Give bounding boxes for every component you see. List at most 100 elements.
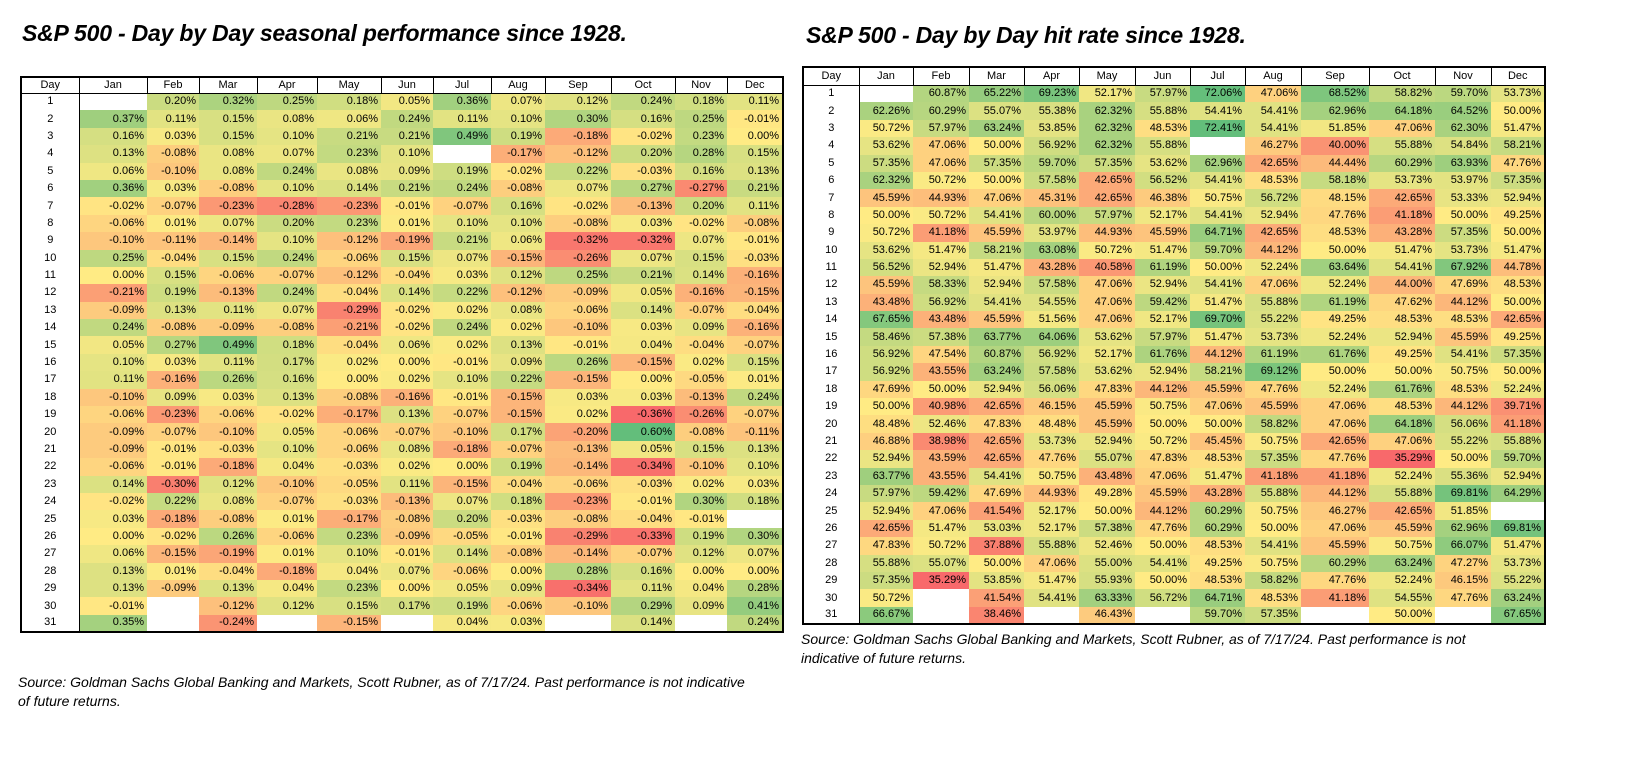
heatmap-cell: 42.65% (969, 398, 1024, 416)
heatmap-cell: -0.12% (317, 232, 381, 250)
month-header-jan: Jan (79, 77, 148, 94)
heatmap-cell: 0.14% (317, 179, 381, 198)
heatmap-cell: 42.65% (1301, 432, 1369, 451)
heatmap-cell (433, 145, 491, 163)
heatmap-cell: -0.01% (147, 458, 199, 476)
day-label: 21 (21, 440, 80, 459)
heatmap-cell: -0.08% (491, 179, 545, 198)
heatmap-cell: 0.23% (317, 579, 381, 598)
day-label: 3 (21, 127, 80, 146)
heatmap-cell: 47.76% (1301, 571, 1369, 590)
heatmap-cell: 47.06% (1024, 554, 1079, 572)
heatmap-cell: 47.83% (1135, 450, 1190, 468)
table-row: 7 45.59% 44.93% 47.06% 45.31% 42.65% 46.38% 50.… (803, 189, 1545, 207)
heatmap-cell: 0.19% (433, 162, 491, 180)
heatmap-cell: 46.43% (1079, 606, 1135, 625)
heatmap-cell: 45.59% (859, 276, 913, 294)
heatmap-cell: -0.18% (199, 458, 257, 476)
heatmap-cell: 0.13% (79, 145, 147, 163)
heatmap-cell: 64.06% (1024, 328, 1079, 346)
table-row: 21 -0.09% -0.01% -0.03% 0.10% -0.06% 0.08% -0.1… (21, 440, 783, 459)
month-header-feb: Feb (147, 77, 200, 94)
heatmap-cell: 0.01% (147, 214, 199, 233)
month-header-mar: Mar (199, 77, 258, 94)
heatmap-cell: 52.17% (1024, 519, 1079, 538)
heatmap-cell: 64.29% (1491, 484, 1545, 503)
heatmap-cell: -0.03% (317, 492, 381, 511)
heatmap-cell: 47.06% (1301, 415, 1369, 433)
heatmap-cell: 52.94% (1245, 206, 1301, 225)
table-row: 28 55.88% 55.07% 50.00% 47.06% 55.00% 54.41% 49… (803, 554, 1545, 572)
heatmap-cell: 0.24% (79, 319, 147, 337)
heatmap-cell: 0.18% (491, 492, 545, 511)
heatmap-cell: -0.23% (317, 197, 381, 215)
heatmap-cell (147, 597, 199, 615)
heatmap-cell: 50.72% (859, 119, 913, 138)
heatmap-cell: 57.35% (859, 154, 913, 172)
table-row: 26 0.00% -0.02% 0.26% -0.06% 0.23% -0.09% -0.05… (21, 527, 783, 546)
heatmap-cell: 51.47% (1369, 241, 1435, 259)
heatmap-cell: -0.05% (317, 475, 381, 493)
heatmap-cell: 0.11% (727, 197, 783, 215)
heatmap-cell: 69.70% (1190, 311, 1245, 329)
heatmap-cell: 62.32% (1079, 119, 1135, 138)
heatmap-cell: -0.02% (79, 197, 147, 215)
heatmap-cell: 57.35% (1245, 606, 1301, 625)
heatmap-cell: 54.41% (1245, 537, 1301, 555)
heatmap-cell: 54.41% (1190, 276, 1245, 294)
day-label: 1 (803, 85, 860, 103)
heatmap-cell: -0.15% (147, 545, 199, 563)
heatmap-cell: 53.62% (859, 137, 913, 155)
heatmap-cell: 0.32% (199, 93, 257, 111)
heatmap-cell: 42.65% (859, 519, 913, 538)
heatmap-cell: 50.00% (1245, 519, 1301, 538)
heatmap-cell: -0.32% (545, 232, 611, 250)
heatmap-cell: 0.10% (727, 458, 783, 476)
heatmap-cell: 64.18% (1369, 415, 1435, 433)
heatmap-cell: 52.94% (913, 258, 969, 277)
heatmap-cell: 0.00% (381, 353, 433, 372)
heatmap-cell (913, 589, 969, 607)
heatmap-cell: 52.94% (1491, 189, 1545, 207)
heatmap-cell: 63.64% (1301, 258, 1369, 277)
heatmap-cell: 50.00% (1301, 363, 1369, 381)
month-header-jul: Jul (433, 77, 492, 94)
table-row: 30 50.72% 41.54% 54.41% 63.33% 56.72% 64.71% 48… (803, 589, 1545, 607)
heatmap-cell: 48.53% (1135, 119, 1190, 138)
heatmap-cell: -0.15% (491, 249, 545, 267)
heatmap-cell: 0.01% (381, 214, 433, 233)
heatmap-cell: 50.72% (859, 224, 913, 242)
day-label: 30 (803, 589, 860, 607)
heatmap-cell: 53.62% (1079, 363, 1135, 381)
heatmap-cell: 0.24% (381, 110, 433, 128)
table-row: 15 58.46% 57.38% 63.77% 64.06% 53.62% 57.97% 51… (803, 328, 1545, 346)
heatmap-cell: 0.00% (433, 458, 491, 476)
heatmap-cell: 0.21% (727, 179, 783, 198)
day-label: 24 (21, 492, 80, 511)
heatmap-cell: -0.04% (199, 562, 257, 580)
month-header-nov: Nov (1435, 67, 1492, 86)
heatmap-cell: 0.05% (433, 579, 491, 598)
heatmap-cell: 45.59% (1369, 519, 1435, 538)
table-row: 10 53.62% 51.47% 58.21% 63.08% 50.72% 51.47% 59… (803, 241, 1545, 259)
heatmap-cell: 59.70% (1491, 450, 1545, 468)
heatmap-cell: 44.93% (913, 189, 969, 207)
heatmap-cell: -0.20% (545, 423, 611, 441)
heatmap-cell: 57.58% (1024, 171, 1079, 190)
heatmap-cell: 42.65% (1245, 154, 1301, 172)
performance-title: S&P 500 - Day by Day seasonal performanc… (22, 20, 627, 46)
heatmap-cell: 41.18% (913, 224, 969, 242)
heatmap-cell: 47.83% (969, 415, 1024, 433)
heatmap-cell: 69.81% (1491, 519, 1545, 538)
heatmap-cell: 0.15% (727, 353, 783, 372)
heatmap-cell: 50.00% (1491, 363, 1545, 381)
heatmap-cell: 43.28% (1190, 484, 1245, 503)
heatmap-cell: 0.08% (317, 162, 381, 180)
heatmap-cell: 56.06% (1435, 415, 1491, 433)
table-row: 18 47.69% 50.00% 52.94% 56.06% 47.83% 44.12% 45… (803, 380, 1545, 399)
day-label: 17 (21, 371, 80, 389)
heatmap-cell: 0.17% (257, 353, 317, 372)
heatmap-cell: 48.53% (1435, 311, 1491, 329)
heatmap-cell: 0.35% (79, 614, 147, 633)
heatmap-cell: 57.97% (1135, 328, 1190, 346)
